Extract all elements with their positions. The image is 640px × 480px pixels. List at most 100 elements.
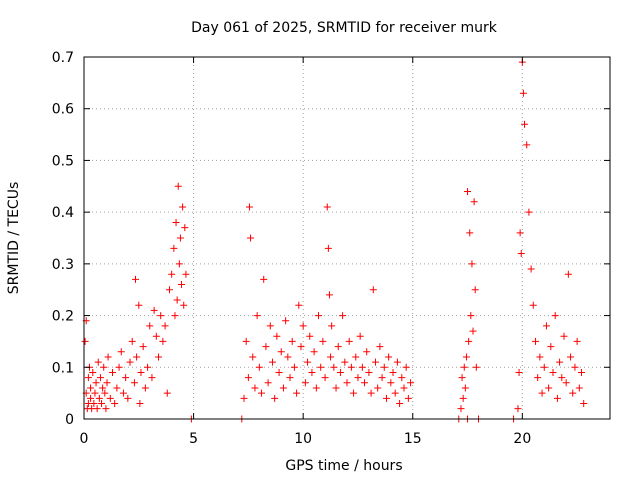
data-point (279, 384, 287, 392)
data-point (286, 374, 294, 382)
data-point (564, 270, 572, 278)
data-point (240, 394, 248, 402)
data-point (536, 353, 544, 361)
data-point (334, 343, 342, 351)
x-tick-label: 5 (189, 431, 198, 447)
y-tick-label: 0.7 (52, 50, 74, 66)
x-tick-label: 0 (80, 431, 89, 447)
data-point (244, 374, 252, 382)
data-point (157, 312, 165, 320)
data-point (115, 363, 123, 371)
x-tick-label: 15 (404, 431, 422, 447)
data-point (159, 337, 167, 345)
y-tick-label: 0.6 (52, 102, 74, 118)
data-point (556, 358, 564, 366)
data-point (371, 358, 379, 366)
data-point (251, 384, 259, 392)
data-point (464, 187, 472, 195)
data-point (551, 312, 559, 320)
data-point (575, 384, 583, 392)
data-point (89, 368, 97, 376)
y-tick-label: 0.2 (52, 309, 74, 325)
data-point (306, 332, 314, 340)
data-point (297, 343, 305, 351)
data-point (273, 332, 281, 340)
data-point (580, 399, 588, 407)
data-point (465, 337, 473, 345)
data-point (290, 363, 298, 371)
data-point (172, 218, 180, 226)
data-point (336, 368, 344, 376)
data-point (387, 379, 395, 387)
data-point (514, 405, 522, 413)
data-point (312, 384, 320, 392)
data-point (327, 353, 335, 361)
data-point (91, 389, 99, 397)
data-point (407, 379, 415, 387)
data-point (343, 379, 351, 387)
y-tick-label: 0.5 (52, 153, 74, 169)
data-point (356, 332, 364, 340)
data-point (540, 363, 548, 371)
data-point (247, 234, 255, 242)
data-point (569, 389, 577, 397)
data-point (111, 399, 119, 407)
data-point (310, 348, 318, 356)
data-point (391, 389, 399, 397)
data-point (253, 312, 261, 320)
data-point (341, 358, 349, 366)
data-point (466, 229, 474, 237)
data-point (255, 363, 263, 371)
data-points (81, 58, 588, 423)
data-point (87, 394, 95, 402)
data-point (358, 363, 366, 371)
data-point (385, 353, 393, 361)
data-point (402, 363, 410, 371)
data-point (148, 374, 156, 382)
data-point (332, 384, 340, 392)
data-point (155, 353, 163, 361)
data-point (350, 389, 358, 397)
data-point (94, 358, 102, 366)
data-point (288, 337, 296, 345)
data-point (382, 394, 390, 402)
data-point (325, 291, 333, 299)
data-point (345, 337, 353, 345)
data-point (171, 312, 179, 320)
data-point (365, 368, 373, 376)
data-point (92, 379, 100, 387)
data-point (266, 322, 274, 330)
data-point (562, 379, 570, 387)
data-point (558, 374, 566, 382)
data-point (534, 374, 542, 382)
data-point (352, 353, 360, 361)
data-point (242, 337, 250, 345)
data-point (376, 343, 384, 351)
data-point (462, 353, 470, 361)
data-point (181, 224, 189, 232)
data-point (103, 379, 111, 387)
plot-frame (83, 56, 611, 420)
data-point (461, 384, 469, 392)
data-point (293, 389, 301, 397)
data-point (275, 368, 283, 376)
data-point (130, 379, 138, 387)
data-point (369, 286, 377, 294)
data-point (315, 312, 323, 320)
data-point (178, 281, 186, 289)
data-point (152, 332, 160, 340)
data-point (170, 244, 178, 252)
data-point (264, 379, 272, 387)
x-tick-label: 10 (294, 431, 312, 447)
data-point (174, 182, 182, 190)
data-point (141, 384, 149, 392)
data-point (262, 343, 270, 351)
data-point (521, 120, 529, 128)
data-point (324, 244, 332, 252)
data-point (90, 399, 98, 407)
data-point (268, 358, 276, 366)
data-point (282, 317, 290, 325)
data-point (100, 363, 108, 371)
data-point (135, 301, 143, 309)
